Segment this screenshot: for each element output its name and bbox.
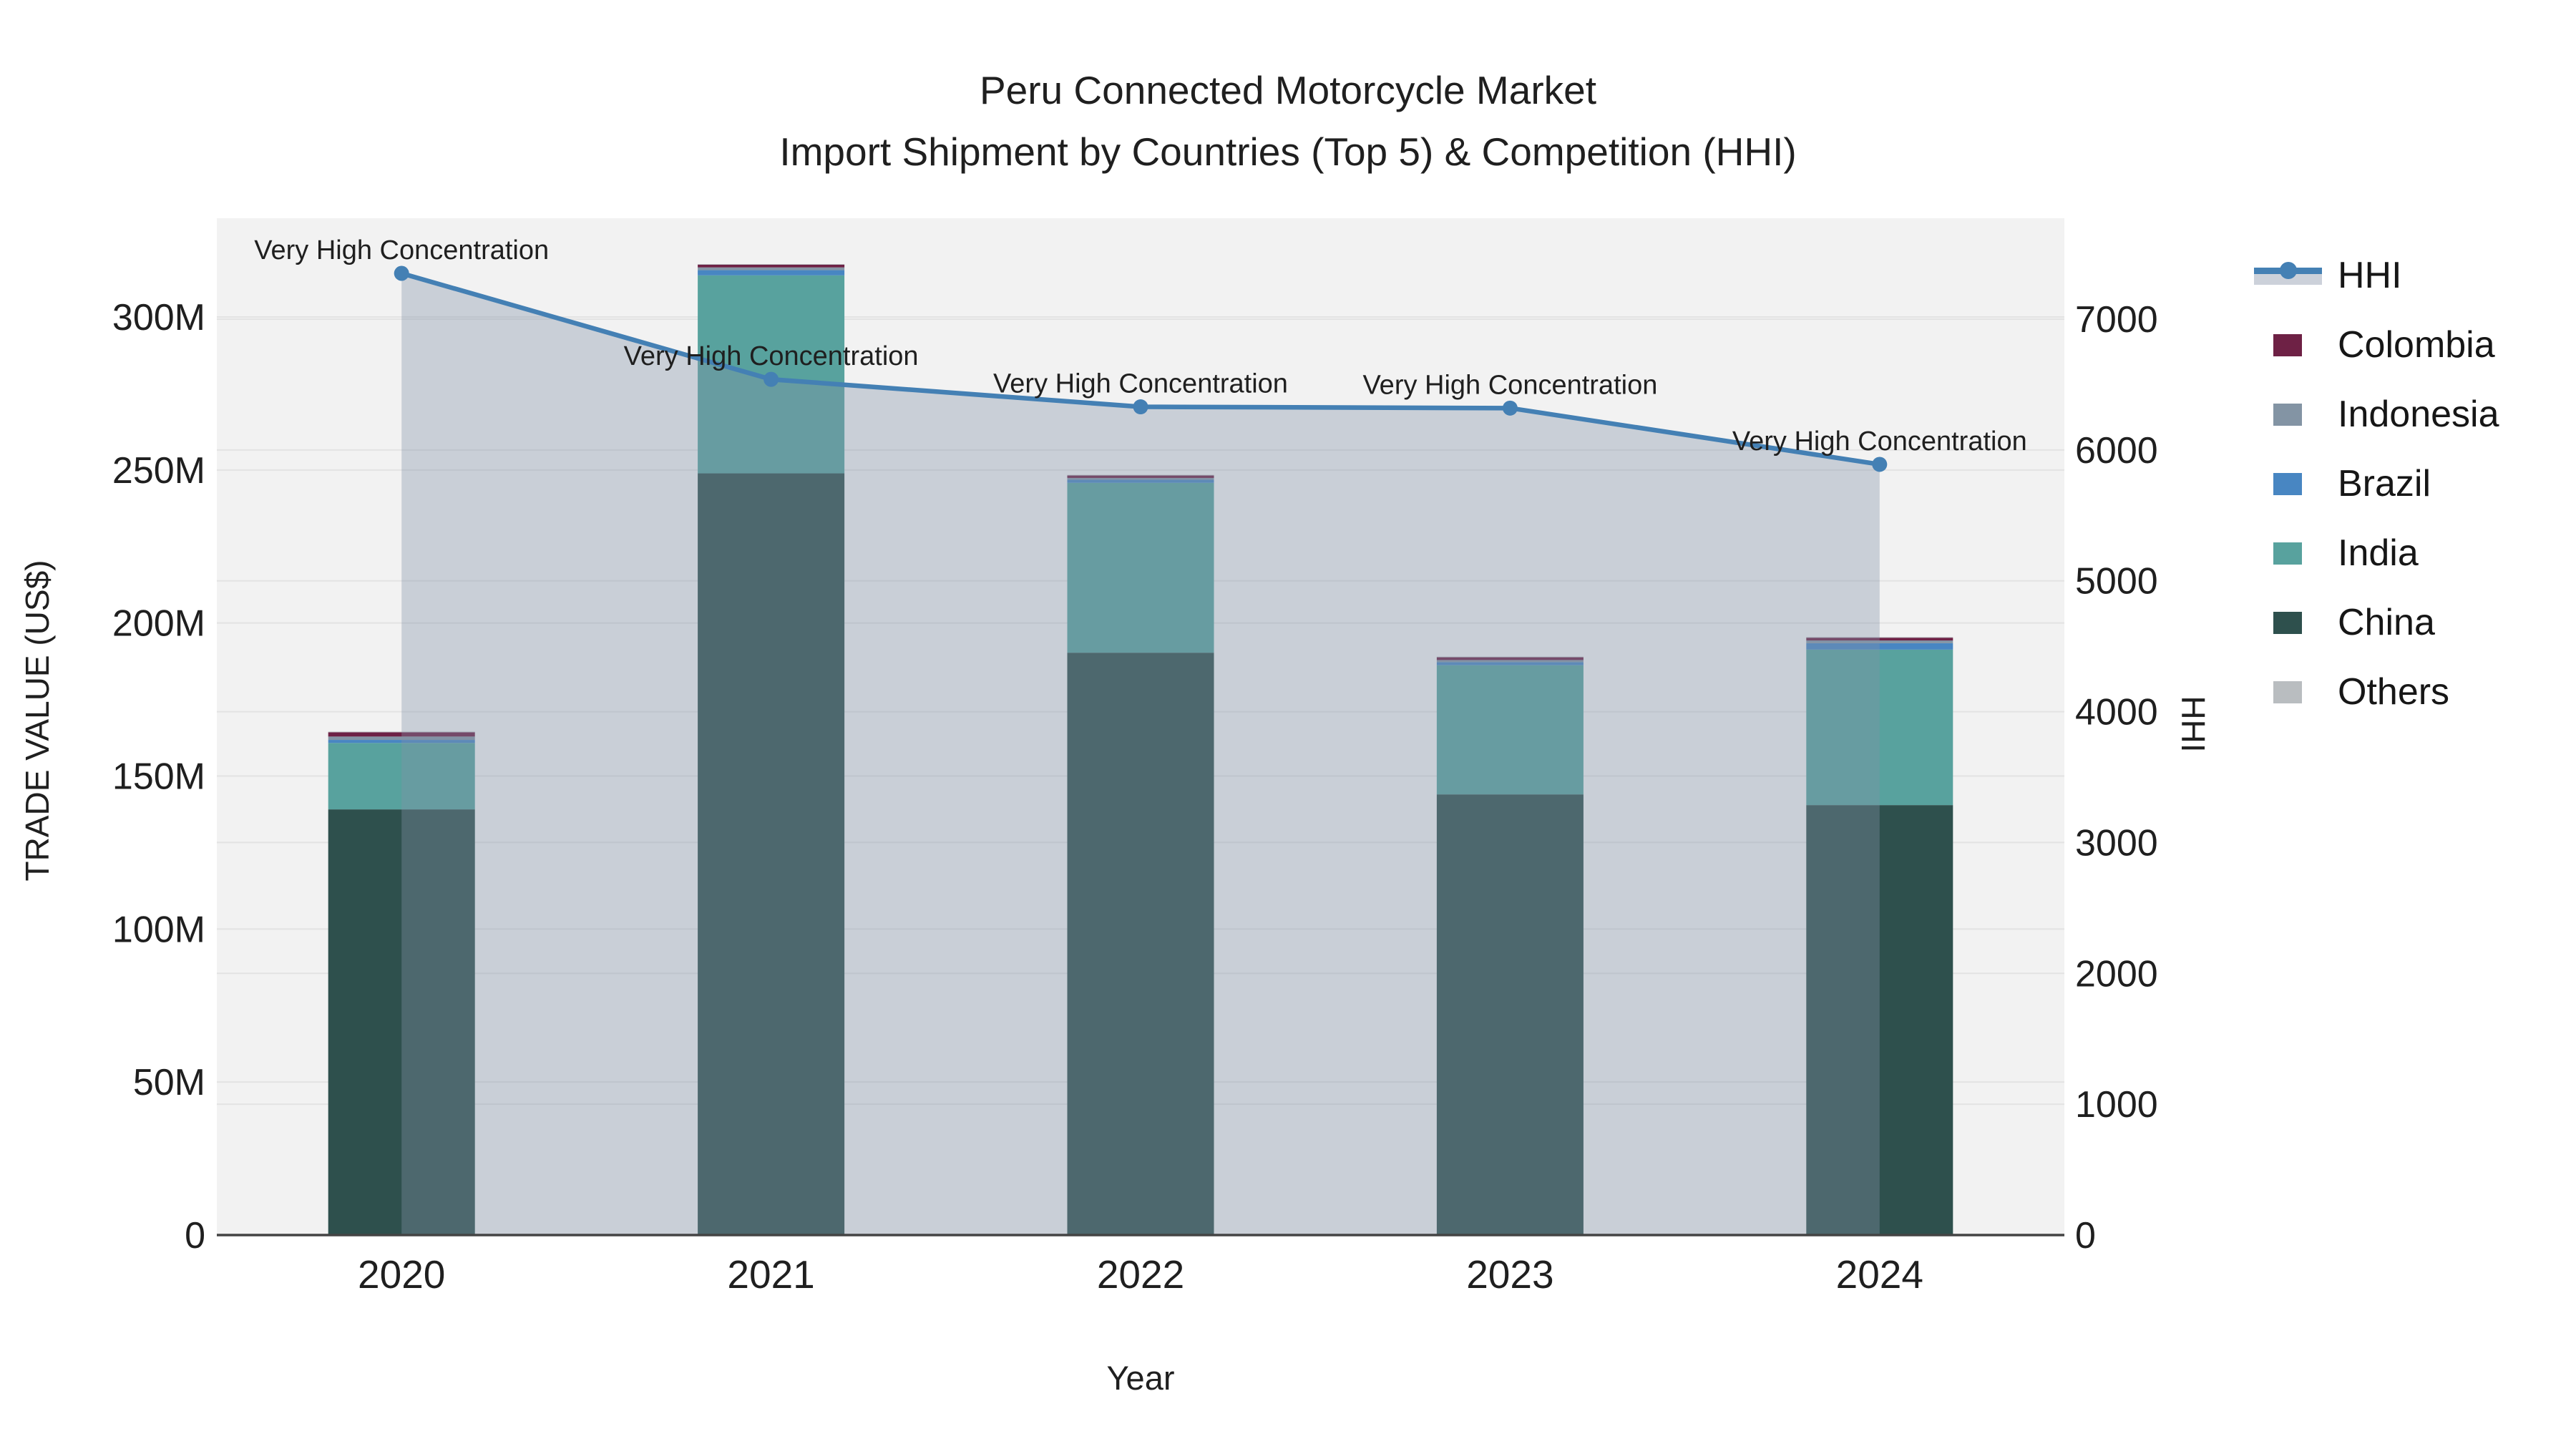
right-tick-4000: 4000 (2075, 692, 2158, 733)
x-tick-2023: 2023 (1466, 1252, 1553, 1297)
chart-subtitle: Import Shipment by Countries (Top 5) & C… (779, 130, 1797, 174)
left-tick-300M: 300M (112, 297, 205, 338)
right-tick-1000: 1000 (2075, 1084, 2158, 1126)
bar-segment-china-2023[interactable] (1436, 794, 1584, 1235)
right-tick-7000: 7000 (2075, 299, 2158, 341)
bar-segment-colombia-2022[interactable] (1067, 475, 1214, 478)
bar-segment-colombia-2021[interactable] (698, 264, 845, 268)
x-tick-2022: 2022 (1097, 1252, 1184, 1297)
bar-segment-india-2024[interactable] (1806, 649, 1953, 806)
bar-segment-colombia-2023[interactable] (1436, 657, 1584, 660)
left-tick-50M: 50M (133, 1062, 205, 1103)
annotation-concentration-2023: Very High Concentration (1362, 370, 1657, 400)
annotation-concentration-2022: Very High Concentration (993, 369, 1288, 399)
bar-segment-india-2023[interactable] (1436, 665, 1584, 795)
legend-label-hhi: HHI (2338, 254, 2402, 296)
legend-label-colombia: Colombia (2338, 323, 2495, 366)
x-tick-2024: 2024 (1836, 1252, 1923, 1297)
legend-label-indonesia: Indonesia (2338, 393, 2499, 435)
left-tick-200M: 200M (112, 603, 205, 645)
bar-segment-brazil-2024[interactable] (1806, 643, 1953, 650)
bar-segment-brazil-2023[interactable] (1436, 662, 1584, 665)
x-axis-title-year: Year (1106, 1359, 1175, 1397)
left-tick-100M: 100M (112, 909, 205, 950)
bar-segment-indonesia-2024[interactable] (1806, 640, 1953, 643)
legend-item-others[interactable]: Others (2254, 657, 2499, 726)
right-tick-2000: 2000 (2075, 953, 2158, 995)
bar-segment-others-2022[interactable] (1067, 474, 1214, 476)
colombia-color-swatch-icon (2254, 331, 2322, 359)
swatch-brazil (2273, 472, 2302, 495)
bar-segment-brazil-2020[interactable] (328, 740, 475, 743)
others-color-swatch-icon (2254, 678, 2322, 706)
left-tick-150M: 150M (112, 756, 205, 798)
china-color-swatch-icon (2254, 608, 2322, 637)
legend-item-hhi[interactable]: HHI (2254, 240, 2499, 310)
annotation-concentration-2024: Very High Concentration (1732, 426, 2027, 457)
legend-item-colombia[interactable]: Colombia (2254, 310, 2499, 379)
legend-label-china: China (2338, 601, 2435, 643)
left-tick-0: 0 (185, 1215, 205, 1257)
legend-item-china[interactable]: China (2254, 587, 2499, 657)
chart-title: Peru Connected Motorcycle Market (979, 68, 1597, 112)
swatch-colombia (2273, 333, 2302, 356)
bar-segment-china-2021[interactable] (698, 473, 845, 1236)
hhi-marker-2024[interactable] (1872, 457, 1888, 472)
bar-segment-china-2024[interactable] (1806, 805, 1953, 1235)
bar-segment-indonesia-2022[interactable] (1067, 477, 1214, 480)
legend-item-indonesia[interactable]: Indonesia (2254, 379, 2499, 449)
bar-segment-india-2022[interactable] (1067, 482, 1214, 653)
bar-segment-india-2020[interactable] (328, 743, 475, 810)
swatch-others (2273, 680, 2302, 703)
annotation-concentration-2021: Very High Concentration (624, 341, 919, 371)
bar-segment-others-2020[interactable] (328, 731, 475, 733)
brazil-color-swatch-icon (2254, 469, 2322, 498)
india-color-swatch-icon (2254, 539, 2322, 567)
bar-segment-indonesia-2020[interactable] (328, 736, 475, 741)
bar-segment-colombia-2020[interactable] (328, 732, 475, 737)
bar-segment-brazil-2022[interactable] (1067, 479, 1214, 483)
bar-segment-indonesia-2023[interactable] (1436, 660, 1584, 663)
swatch-indonesia (2273, 403, 2302, 426)
hhi-area-fill (401, 273, 1880, 1235)
bar-segment-china-2022[interactable] (1067, 653, 1214, 1235)
bar-segment-brazil-2021[interactable] (698, 270, 845, 275)
legend: HHI Colombia Indonesia Brazil India China Othe… (2254, 240, 2499, 726)
legend-label-brazil: Brazil (2338, 462, 2431, 504)
legend-item-brazil[interactable]: Brazil (2254, 449, 2499, 518)
right-tick-0: 0 (2075, 1215, 2096, 1257)
indonesia-color-swatch-icon (2254, 400, 2322, 429)
y-axis-title-trade-value: TRADE VALUE (US$) (19, 560, 56, 882)
right-tick-6000: 6000 (2075, 430, 2158, 472)
x-tick-2021: 2021 (727, 1252, 814, 1297)
right-tick-3000: 3000 (2075, 822, 2158, 864)
bar-segment-others-2023[interactable] (1436, 656, 1584, 658)
hhi-marker-2023[interactable] (1502, 400, 1518, 416)
bar-segment-colombia-2024[interactable] (1806, 638, 1953, 641)
swatch-india (2273, 542, 2302, 565)
swatch-china (2273, 611, 2302, 634)
left-tick-250M: 250M (112, 450, 205, 492)
bar-segment-others-2021[interactable] (698, 264, 845, 265)
hhi-marker-swatch (2280, 261, 2297, 279)
annotation-concentration-2020: Very High Concentration (254, 235, 549, 265)
legend-item-india[interactable]: India (2254, 518, 2499, 587)
x-tick-2020: 2020 (358, 1252, 445, 1297)
bar-segment-indonesia-2021[interactable] (698, 267, 845, 270)
right-tick-5000: 5000 (2075, 561, 2158, 602)
bar-segment-china-2020[interactable] (328, 809, 475, 1235)
bar-segment-others-2024[interactable] (1806, 637, 1953, 638)
hhi-line-swatch-icon (2254, 261, 2322, 290)
hhi-marker-2022[interactable] (1133, 399, 1148, 415)
legend-label-india: India (2338, 532, 2419, 574)
hhi-marker-2020[interactable] (394, 265, 409, 281)
y-axis-title-hhi: HHI (2175, 696, 2212, 753)
hhi-marker-2021[interactable] (763, 371, 779, 387)
legend-label-others: Others (2338, 670, 2450, 713)
